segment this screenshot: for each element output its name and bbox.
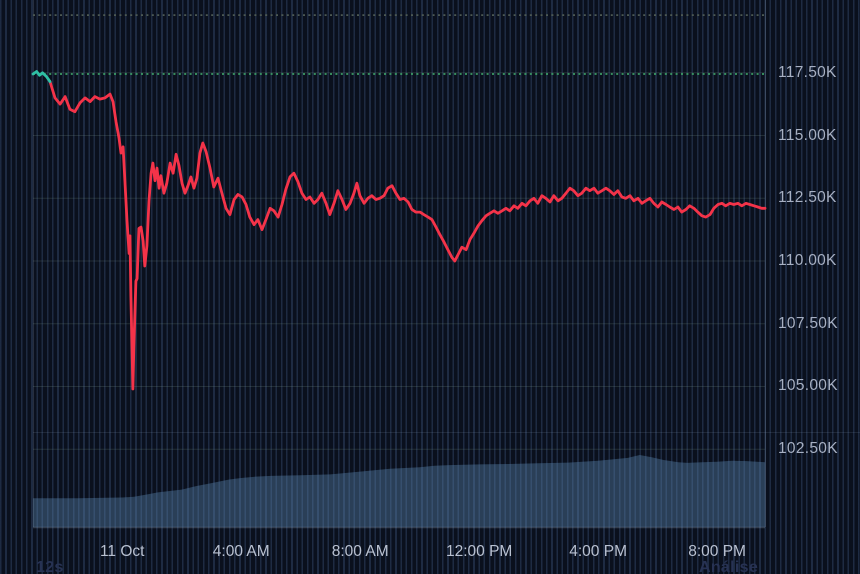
y-axis-tick-label: 105.00K (778, 377, 838, 395)
lower-band-area (33, 455, 765, 527)
x-axis-tick-label: 8:00 PM (688, 543, 746, 560)
footer-tab-analysis[interactable]: Análise (699, 559, 759, 574)
x-axis-tick-label: 8:00 AM (331, 543, 389, 560)
y-axis-tick-label: 117.50K (778, 63, 837, 81)
price-line-head (31, 70, 52, 83)
x-axis-tick-label: 4:00 PM (569, 543, 627, 560)
y-axis-tick-label: 102.50K (778, 440, 838, 458)
x-axis-tick-label: 4:00 AM (212, 543, 270, 560)
x-axis-tick-label: 12:00 PM (445, 543, 513, 560)
footer-interval-label[interactable]: 12s (36, 559, 64, 574)
y-axis-tick-label: 112.50K (778, 189, 837, 207)
y-axis-tick-label: 107.50K (778, 314, 838, 332)
x-axis-tick-label: 11 Oct (99, 543, 145, 560)
y-axis-tick-label: 110.00K (778, 251, 837, 269)
price-line (48, 80, 767, 391)
y-axis-tick-label: 115.00K (778, 126, 837, 144)
